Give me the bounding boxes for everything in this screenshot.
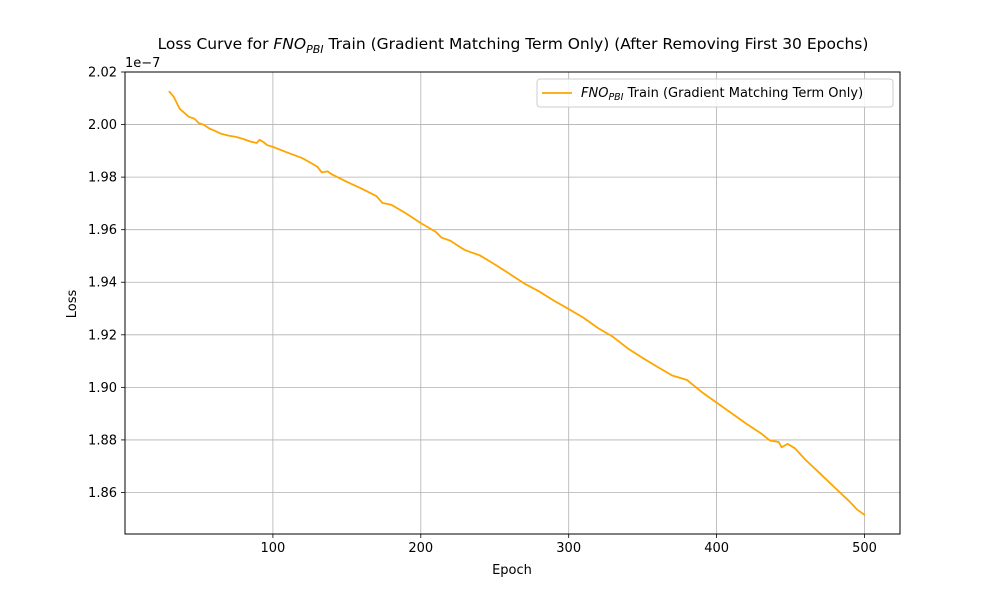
series-line-1 — [168, 90, 866, 516]
legend-label-series-1: FNOPBI Train (Gradient Matching Term Onl… — [581, 86, 863, 103]
chart-title-italic: FNO — [273, 35, 306, 53]
y-tick-label: 1.86 — [88, 486, 117, 501]
x-tick-label: 500 — [852, 541, 877, 556]
x-tick-label: 100 — [260, 541, 285, 556]
y-tick-label: 1.98 — [88, 171, 117, 186]
y-tick-label: 2.02 — [88, 66, 117, 81]
chart-title-suffix: Train (Gradient Matching Term Only) (Aft… — [324, 35, 869, 53]
x-axis-label: Epoch — [492, 563, 532, 578]
legend-label-suffix: Train (Gradient Matching Term Only) — [624, 86, 864, 101]
y-tick-label: 1.88 — [88, 433, 117, 448]
y-tick-label: 1.90 — [88, 381, 117, 396]
legend-label-subscript: PBI — [608, 92, 623, 103]
y-tick-label: 1.94 — [88, 276, 117, 291]
y-axis-offset-label: 1e−7 — [125, 56, 160, 71]
series-layer — [168, 90, 866, 516]
chart-title-prefix: Loss Curve for — [158, 35, 274, 53]
x-tick-label: 200 — [408, 541, 433, 556]
y-axis-label: Loss — [65, 290, 80, 319]
plot-area-frame — [124, 71, 901, 535]
legend: FNOPBI Train (Gradient Matching Term Onl… — [536, 78, 894, 108]
chart-title-subscript: PBI — [306, 43, 323, 56]
axis-ticks: 100 200 300 400 500 1.86 1.88 1.90 1.92 1.94 1.96 1… — [88, 66, 877, 557]
y-tick-label: 1.96 — [88, 223, 117, 238]
legend-label-italic: FNO — [581, 86, 608, 101]
legend-box — [536, 78, 894, 108]
y-tick-label: 1.92 — [88, 328, 117, 343]
x-tick-label: 400 — [704, 541, 729, 556]
chart-title: Loss Curve for FNOPBI Train (Gradient Ma… — [158, 35, 869, 56]
y-tick-label: 2.00 — [88, 118, 117, 133]
grid-lines — [125, 71, 900, 534]
x-tick-label: 300 — [556, 541, 581, 556]
